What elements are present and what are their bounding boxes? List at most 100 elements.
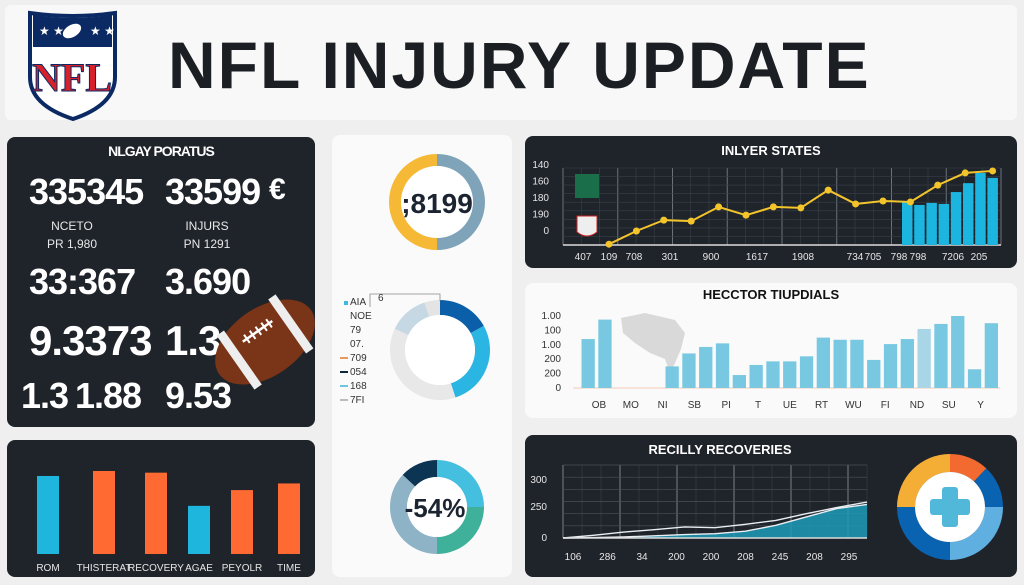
x-tick-label: RT <box>815 400 828 411</box>
map-graphic <box>621 313 685 373</box>
data-point <box>769 203 777 211</box>
donut-slice <box>424 300 440 317</box>
x-tick-label: 245 <box>772 552 789 563</box>
hecctor-panel: HECCTOR TIUPDIALS 1.00 100 1.00 200 200 0 OB MO N… <box>525 283 1017 418</box>
donut-center-label: ;8199 <box>401 188 473 219</box>
bar <box>963 183 974 245</box>
data-point <box>989 167 997 175</box>
recoveries-panel: RECILLY RECOVERIES 300 250 0 106 286 34 200 200 2… <box>525 435 1017 577</box>
x-tick-label: 798 <box>891 252 908 263</box>
y-tick-label: 160 <box>532 177 549 188</box>
bar <box>188 505 210 554</box>
x-tick-label: 295 <box>841 552 858 563</box>
data-point <box>934 181 942 189</box>
team-logo-icon <box>575 174 599 198</box>
data-point <box>742 211 750 219</box>
bar <box>816 337 830 388</box>
donut-slice <box>437 154 485 250</box>
x-tick-label: WU <box>845 400 862 411</box>
stats-title: NLGAY PORATUS <box>108 143 215 159</box>
nfl-logo: ★ ★ ★ ★ NFL <box>28 10 117 122</box>
y-tick-label: 200 <box>544 369 561 380</box>
donut-slice <box>973 468 1003 507</box>
x-tick-label: 407 <box>575 252 592 263</box>
x-tick-label: 7206 <box>942 252 965 263</box>
bar <box>934 323 948 388</box>
legend-swatch <box>340 371 348 373</box>
stat-value: 9.53 <box>165 375 232 416</box>
legend-label: 168 <box>350 381 367 392</box>
bar <box>699 346 713 388</box>
stat-value: 335345 <box>29 171 144 212</box>
bar <box>278 483 300 554</box>
stat-value: 9.3373 <box>29 317 152 364</box>
data-point <box>660 216 668 224</box>
medical-cross-icon <box>930 487 970 527</box>
x-tick-label: 734 <box>847 252 864 263</box>
data-point <box>632 227 640 235</box>
bar <box>975 172 986 245</box>
x-tick-label: NI <box>658 400 668 411</box>
x-tick-label: 200 <box>703 552 720 563</box>
bar <box>598 319 612 388</box>
bar <box>93 471 115 554</box>
bar <box>917 328 931 388</box>
donut-hole <box>401 166 473 238</box>
donut-slice <box>950 507 1003 560</box>
stat-value: 3.690 <box>165 261 251 302</box>
data-point <box>797 204 805 212</box>
stat-value: 1.3 <box>21 375 69 416</box>
x-tick-label: UE <box>783 400 797 411</box>
inlyer-states-chart: INLYER STATES 140 160 180 190 0 407 109 708 301 90… <box>532 143 1002 263</box>
x-tick-label: 208 <box>806 552 823 563</box>
x-tick-label: 301 <box>662 252 679 263</box>
y-tick-label: 300 <box>530 475 547 486</box>
bar <box>938 203 950 245</box>
stat-sublabel: PN 1291 <box>183 237 231 251</box>
donut-slice <box>402 460 437 487</box>
legend-swatch <box>340 357 348 359</box>
x-tick-label: PEYOLR <box>222 563 263 574</box>
bar <box>902 200 913 245</box>
bar <box>732 375 746 388</box>
bar <box>850 339 864 388</box>
data-point <box>852 200 860 208</box>
data-point <box>961 169 969 177</box>
donut-slice <box>390 474 437 554</box>
x-tick-label: 798 <box>910 252 927 263</box>
bar <box>749 364 763 388</box>
y-tick-label: 0 <box>555 383 561 394</box>
nfl-logo-text: NFL <box>32 55 112 100</box>
bar <box>833 339 847 388</box>
data-point <box>879 197 887 205</box>
legend-swatch <box>344 301 348 305</box>
donut-slice <box>450 325 490 398</box>
nfl-shield-icon <box>576 215 598 237</box>
donut-hole <box>405 315 475 385</box>
stat-value: 33599 <box>165 171 261 212</box>
legend-label: NOE <box>350 311 372 322</box>
bar <box>914 204 925 245</box>
header: ★ ★ ★ ★ NFL NFL INJURY UPDATE <box>5 5 1017 122</box>
legend-swatch <box>340 385 348 387</box>
x-tick-label: 1617 <box>746 252 769 263</box>
donut-center-label: -54% <box>405 493 466 523</box>
data-point <box>906 198 914 206</box>
bar <box>967 369 982 388</box>
football-icon <box>215 294 315 390</box>
legend-swatch <box>340 399 348 401</box>
donut-slice <box>437 460 484 507</box>
x-tick-label: 705 <box>865 252 882 263</box>
hecctor-chart: HECCTOR TIUPDIALS 1.00 100 1.00 200 200 0 OB MO N… <box>542 287 1000 411</box>
donut-slice <box>390 328 456 400</box>
y-tick-label: 250 <box>530 502 547 513</box>
bar <box>231 490 253 554</box>
donut-slice <box>950 454 987 482</box>
data-point <box>715 203 723 211</box>
x-tick-label: OB <box>592 400 607 411</box>
chart-title: HECCTOR TIUPDIALS <box>703 287 840 302</box>
donut-slice <box>389 154 437 250</box>
chart-title: RECILLY RECOVERIES <box>648 442 791 457</box>
donut-slice <box>440 300 484 334</box>
